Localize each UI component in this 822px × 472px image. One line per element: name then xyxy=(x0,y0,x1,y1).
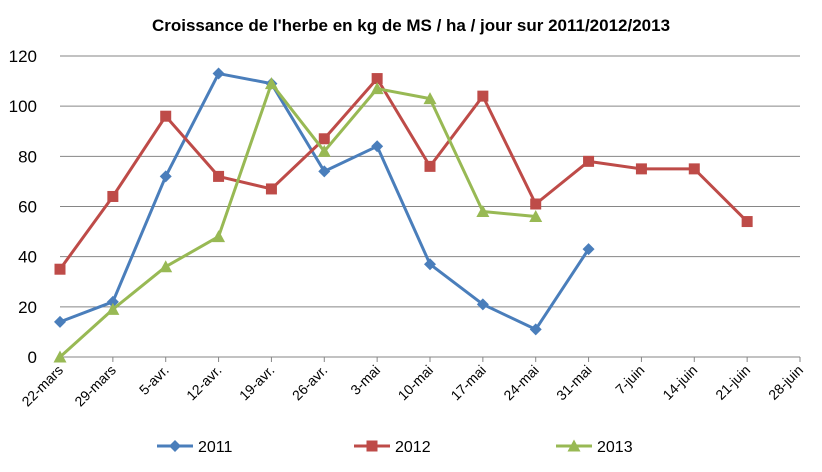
data-point-2012 xyxy=(424,160,436,172)
x-tick-label: 24-mai xyxy=(500,362,542,404)
data-point-2011 xyxy=(54,315,66,328)
x-tick-label: 26-avr. xyxy=(289,362,331,404)
data-point-2011 xyxy=(371,140,384,153)
data-point-2012 xyxy=(477,90,489,102)
y-tick-label: 80 xyxy=(18,147,37,166)
y-tick-label: 20 xyxy=(18,298,37,317)
data-point-2011 xyxy=(424,258,436,271)
data-point-2013 xyxy=(212,230,226,243)
data-point-2012 xyxy=(530,198,542,210)
chart-title: Croissance de l'herbe en kg de MS / ha /… xyxy=(152,16,670,35)
x-tick-label: 3-mai xyxy=(347,362,383,398)
y-tick-label: 0 xyxy=(28,348,37,367)
data-point-2013 xyxy=(264,77,278,90)
data-point-2012 xyxy=(371,73,383,85)
series-2013 xyxy=(53,77,543,363)
series-line-2011 xyxy=(59,72,590,331)
x-tick-label: 17-mai xyxy=(447,362,489,404)
data-point-2012 xyxy=(54,263,66,275)
x-tick-label: 19-avr. xyxy=(236,362,278,404)
series-group xyxy=(53,67,753,363)
legend-label-2011: 2011 xyxy=(198,439,233,456)
data-point-2013 xyxy=(370,82,384,95)
data-point-2013 xyxy=(529,210,543,223)
legend: 2011 2012 2013 xyxy=(157,439,633,456)
data-point-2011 xyxy=(476,298,489,311)
data-point-2011 xyxy=(529,323,542,336)
series-line-2012 xyxy=(58,77,749,271)
x-tick-label: 31-mai xyxy=(553,362,595,404)
x-tick-label: 22-mars xyxy=(18,362,66,410)
data-point-2012 xyxy=(107,190,119,202)
legend-marker-2012 xyxy=(366,440,378,452)
y-tick-label: 100 xyxy=(9,97,37,116)
data-point-2012 xyxy=(635,163,647,175)
x-tick-label: 10-mai xyxy=(395,362,437,404)
data-point-2012 xyxy=(583,155,595,167)
data-point-2013 xyxy=(159,260,173,273)
y-tick-label: 40 xyxy=(18,248,37,267)
x-axis-ticks: 22-mars 29-mars 5-avr. 12-avr. 19-avr. 26-avr… xyxy=(18,357,806,409)
x-tick-label: 29-mars xyxy=(71,362,119,410)
data-point-2013 xyxy=(317,144,331,157)
data-point-2013 xyxy=(476,205,490,218)
data-point-2011 xyxy=(106,295,119,308)
data-point-2012 xyxy=(688,163,700,175)
y-tick-label: 60 xyxy=(18,198,37,217)
data-point-2011 xyxy=(582,243,595,256)
y-axis-ticks: 0 20 40 60 80 100 120 xyxy=(9,47,37,367)
data-point-2012 xyxy=(213,170,225,182)
x-tick-label: 21-juin xyxy=(712,362,753,403)
data-point-2013 xyxy=(53,350,67,363)
legend-marker-2013 xyxy=(567,439,581,452)
legend-label-2013: 2013 xyxy=(597,439,633,456)
data-point-2012 xyxy=(741,216,753,228)
x-tick-label: 14-juin xyxy=(659,362,700,403)
data-point-2013 xyxy=(106,302,120,315)
series-line-2013 xyxy=(58,82,536,359)
data-point-2012 xyxy=(318,133,330,145)
data-point-2011 xyxy=(212,67,225,80)
legend-label-2012: 2012 xyxy=(395,439,431,456)
data-point-2011 xyxy=(318,165,331,178)
x-tick-label: 7-juin xyxy=(612,362,648,398)
series-2012 xyxy=(54,73,753,275)
x-tick-label: 28-juin xyxy=(765,362,806,403)
data-point-2011 xyxy=(159,170,172,183)
y-tick-label: 120 xyxy=(9,47,37,66)
x-tick-label: 5-avr. xyxy=(136,362,172,398)
data-point-2013 xyxy=(423,92,437,105)
series-2011 xyxy=(54,67,595,336)
x-tick-label: 12-avr. xyxy=(183,362,225,404)
legend-marker-2011 xyxy=(169,440,181,452)
data-point-2012 xyxy=(265,183,277,195)
data-point-2012 xyxy=(160,110,172,122)
